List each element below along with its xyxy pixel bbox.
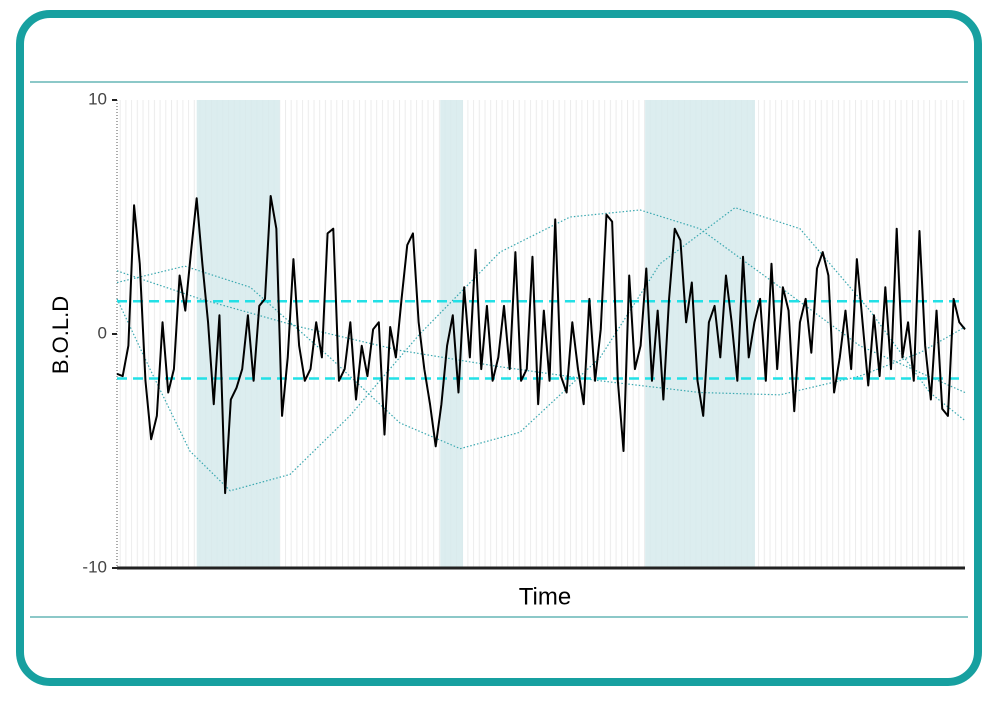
- bold-signal: [116, 194, 966, 495]
- fitted-curve: [116, 206, 966, 450]
- highlight-band: [196, 100, 280, 568]
- y-tick-label: 10: [88, 89, 107, 108]
- highlight-band: [645, 100, 755, 568]
- y-axis-label: B.O.L.D: [48, 296, 73, 374]
- highlight-band: [440, 100, 464, 568]
- y-tick-label: -10: [82, 557, 107, 576]
- fitted-curve: [116, 209, 966, 492]
- x-axis-label: Time: [519, 583, 571, 610]
- y-tick-label: 0: [98, 323, 107, 342]
